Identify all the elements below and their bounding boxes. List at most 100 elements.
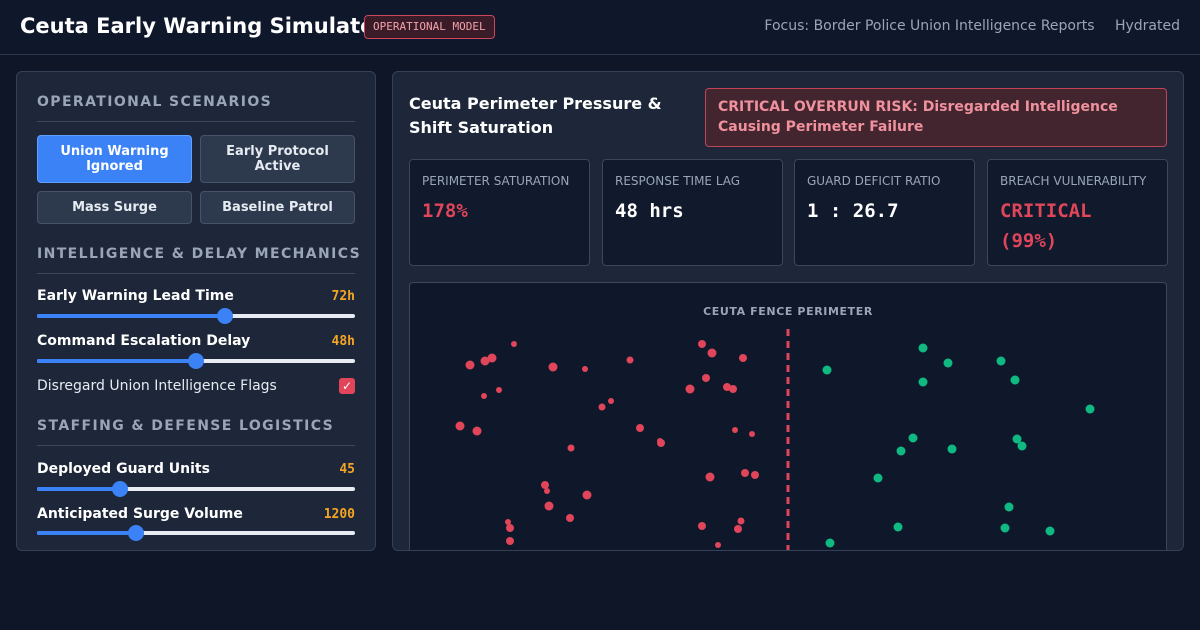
pressure-dot	[702, 374, 710, 382]
secured-dot	[1000, 523, 1010, 533]
scenario-early-protocol-button[interactable]: Early Protocol Active	[200, 135, 355, 183]
perimeter-label: CEUTA FENCE PERIMETER	[703, 305, 873, 318]
secured-dot	[896, 446, 906, 456]
escalation-slider[interactable]	[37, 353, 355, 369]
pressure-dot	[685, 384, 695, 394]
metric-card-guard-deficit: GUARD DEFICIT RATIO 1 : 26.7	[794, 159, 975, 266]
metric-label: BREACH VULNERABILITY	[1000, 174, 1147, 188]
pressure-dot	[544, 501, 554, 511]
metric-value: 1 : 26.7	[807, 200, 899, 222]
metric-card-response-lag: RESPONSE TIME LAG 48 hrs	[602, 159, 783, 266]
model-badge: OPERATIONAL MODEL	[364, 15, 495, 39]
pressure-dot	[749, 431, 755, 437]
critical-alert: CRITICAL OVERRUN RISK: Disregarded Intel…	[705, 88, 1167, 147]
secured-dot	[996, 356, 1006, 366]
metric-label: RESPONSE TIME LAG	[615, 174, 741, 188]
slider-fill	[37, 531, 136, 535]
slider-thumb[interactable]	[216, 308, 233, 324]
pressure-dot	[657, 438, 663, 444]
metric-card-saturation: PERIMETER SATURATION 178%	[409, 159, 590, 266]
secured-dot	[908, 433, 918, 443]
pressure-dot	[698, 340, 706, 348]
metric-label: GUARD DEFICIT RATIO	[807, 174, 941, 188]
pressure-dot	[751, 471, 759, 479]
slider-thumb[interactable]	[188, 353, 204, 369]
pressure-dot	[455, 421, 465, 431]
pressure-dot	[582, 366, 588, 372]
secured-dot	[1012, 434, 1022, 444]
hydration-status: Hydrated	[1114, 18, 1180, 34]
pressure-dot	[506, 524, 514, 532]
slider-fill	[37, 359, 196, 363]
intel-heading: INTELLIGENCE & DELAY MECHANICS	[37, 246, 360, 274]
pressure-dot	[496, 387, 502, 393]
scenarios-heading: OPERATIONAL SCENARIOS	[37, 94, 355, 122]
scenario-mass-surge-button[interactable]: Mass Surge	[37, 191, 192, 224]
pressure-dot	[636, 424, 644, 432]
pressure-dot	[472, 426, 482, 436]
header-status-area: Focus: Border Police Union Intelligence …	[764, 18, 1180, 34]
control-panel: OPERATIONAL SCENARIOS Union Warning Igno…	[16, 71, 376, 551]
pressure-dot	[582, 490, 592, 500]
escalation-value: 48h	[331, 334, 355, 349]
pressure-dot	[729, 385, 737, 393]
pressure-dot	[707, 348, 717, 358]
main-panel: Ceuta Perimeter Pressure & Shift Saturat…	[392, 71, 1184, 551]
pressure-dot	[548, 362, 558, 372]
staffing-heading: STAFFING & DEFENSE LOGISTICS	[37, 418, 355, 446]
slider-fill	[37, 314, 225, 318]
secured-dot	[1085, 404, 1095, 414]
disregard-flags-label: Disregard Union Intelligence Flags	[37, 378, 277, 394]
slider-track	[37, 487, 355, 491]
perimeter-canvas: CEUTA FENCE PERIMETER	[455, 305, 1095, 550]
secured-dot	[1045, 526, 1055, 536]
guard-units-value: 45	[339, 462, 355, 477]
pressure-dot	[598, 403, 606, 411]
secured-dot	[947, 444, 957, 454]
surge-volume-label: Anticipated Surge Volume	[37, 506, 243, 522]
secured-dot	[873, 473, 883, 483]
pressure-dot	[505, 519, 511, 525]
app-header: Ceuta Early Warning Simulator OPERATIONA…	[0, 0, 1200, 55]
pressure-dot	[487, 353, 497, 363]
perimeter-visualization: CEUTA FENCE PERIMETER	[409, 282, 1167, 550]
pressure-dot	[465, 360, 475, 370]
metric-value: 48 hrs	[615, 200, 684, 222]
secured-dot	[825, 538, 835, 548]
secured-dot	[943, 358, 953, 368]
guard-units-slider[interactable]	[37, 481, 355, 497]
metric-value: CRITICAL (99%)	[1000, 200, 1092, 252]
pressure-dot	[566, 514, 574, 522]
lead-time-value: 72h	[331, 289, 355, 304]
scenario-union-warning-ignored-button[interactable]: Union Warning Ignored	[37, 135, 192, 183]
secured-dot	[918, 377, 928, 387]
slider-track	[37, 314, 355, 318]
pressure-dot	[698, 522, 706, 530]
secured-dot	[1010, 375, 1020, 385]
pressure-dot	[741, 469, 749, 477]
pressure-dot	[608, 398, 614, 404]
pressure-dot	[481, 393, 487, 399]
surge-volume-slider[interactable]	[37, 525, 355, 541]
pressure-dot	[705, 472, 715, 482]
lead-time-slider[interactable]	[37, 308, 355, 324]
disregard-flags-checkbox[interactable]: ✓	[339, 378, 355, 394]
pressure-dot	[737, 517, 745, 525]
secured-dot	[918, 343, 928, 353]
secured-dot	[1004, 502, 1014, 512]
focus-text: Focus: Border Police Union Intelligence …	[764, 18, 1095, 34]
slider-track	[37, 531, 355, 535]
pressure-dot	[732, 427, 738, 433]
crowd-dots	[455, 340, 1095, 548]
metric-label: PERIMETER SATURATION	[422, 174, 570, 188]
slider-thumb[interactable]	[111, 481, 128, 497]
pressure-dot	[567, 444, 575, 452]
panel-title: Ceuta Perimeter Pressure & Shift Saturat…	[409, 94, 662, 137]
pressure-dot	[541, 481, 549, 489]
scenario-baseline-patrol-button[interactable]: Baseline Patrol	[200, 191, 355, 224]
app-title: Ceuta Early Warning Simulator	[20, 14, 385, 38]
secured-dot	[1017, 441, 1027, 451]
slider-thumb[interactable]	[127, 525, 144, 541]
secured-dot	[893, 522, 903, 532]
pressure-dot	[734, 525, 742, 533]
